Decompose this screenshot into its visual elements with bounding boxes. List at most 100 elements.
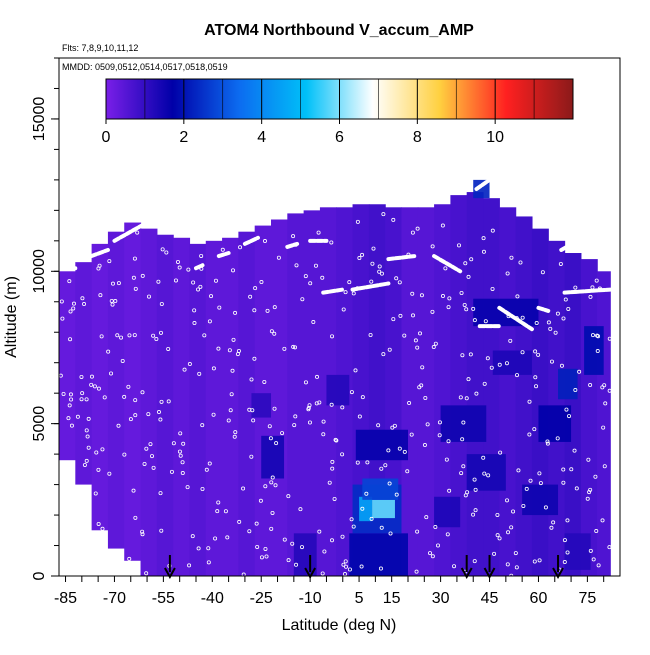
sample-dot (538, 481, 543, 486)
sample-dot (177, 265, 182, 270)
heatmap-patch (466, 454, 506, 491)
sample-dot (89, 374, 94, 379)
sample-dot (177, 449, 182, 454)
sample-dot (534, 384, 539, 389)
sample-dot (110, 281, 115, 286)
sample-dot (79, 397, 84, 402)
sample-dot (292, 423, 297, 428)
sample-dot (158, 417, 163, 422)
sample-dot (497, 536, 502, 541)
sample-dot (120, 358, 125, 363)
sample-dot (175, 259, 180, 264)
sample-dot (89, 382, 94, 387)
sample-dot (509, 255, 514, 260)
heatmap-column (205, 240, 223, 576)
heatmap-patch (362, 478, 399, 500)
sample-dot (158, 491, 163, 496)
flight-track-layer (59, 177, 613, 332)
sample-dot (460, 353, 465, 358)
sample-dot (146, 294, 151, 299)
sample-dot (334, 438, 339, 443)
sample-dot (433, 341, 438, 346)
sample-dot (548, 326, 553, 331)
sample-dot (555, 311, 560, 316)
x-tick-label: -40 (201, 590, 224, 607)
sample-dot (347, 567, 352, 572)
heatmap-column (124, 222, 142, 561)
sample-dot (379, 271, 384, 276)
sample-dot (68, 309, 73, 314)
sample-dot (154, 337, 159, 342)
sample-dot (251, 418, 256, 423)
sample-dot (546, 320, 551, 325)
heatmap-patch (522, 484, 559, 516)
sample-dot (307, 420, 312, 425)
flight-track-segment (474, 177, 492, 192)
sample-dot (187, 362, 192, 367)
arrow-head-icon (164, 567, 176, 580)
sample-dot (280, 431, 285, 436)
sample-dot (387, 481, 392, 486)
sample-dot (481, 455, 486, 460)
sample-dot (156, 410, 161, 415)
heatmap-column (564, 253, 582, 576)
sample-dot (187, 563, 192, 568)
sample-dot (364, 491, 369, 496)
sample-dot (140, 390, 145, 395)
sample-dot (569, 467, 574, 472)
sample-dot (463, 493, 468, 498)
sample-dot (133, 413, 138, 418)
sample-dot (291, 344, 296, 349)
sample-dot (513, 551, 518, 556)
sample-dot (192, 308, 197, 313)
sample-dot (206, 560, 211, 565)
sample-dot (597, 286, 602, 291)
sample-dot (472, 477, 477, 482)
sample-dot (75, 414, 80, 419)
sample-dot (217, 305, 222, 310)
sample-dot (585, 496, 590, 501)
y-axis: 0 5000 10000 15000 (31, 57, 59, 580)
heatmap-column (173, 237, 191, 576)
sample-dot (158, 330, 163, 335)
sample-dot (415, 529, 420, 534)
sample-dot (268, 436, 273, 441)
sample-dot (99, 334, 104, 339)
sample-dot (133, 286, 138, 291)
heatmap-column (107, 231, 125, 549)
sample-dot (481, 249, 486, 254)
sample-dot (68, 337, 73, 342)
sample-dot (437, 433, 442, 438)
sample-dot (495, 512, 500, 517)
heatmap-column (271, 219, 288, 576)
sample-dot (315, 374, 320, 379)
sample-dot (528, 478, 533, 483)
flight-track-segment (216, 251, 231, 259)
sample-dot (607, 388, 612, 393)
arrow-head-icon (304, 567, 317, 580)
sample-dot (573, 388, 578, 393)
sample-dot (181, 441, 186, 446)
chart-title: ATOM4 Northbound V_accum_AMP (204, 22, 474, 39)
sample-dot (392, 423, 397, 428)
sample-dot (82, 462, 87, 467)
heatmap-patch (558, 368, 578, 400)
sample-dot (80, 391, 85, 396)
sample-dot (369, 279, 374, 284)
sample-dot (521, 503, 526, 508)
flight-track-segment (285, 241, 300, 249)
sample-dot (330, 466, 335, 471)
sample-dot (415, 226, 420, 231)
y-tick-label: 10000 (31, 249, 48, 294)
sample-dot (407, 401, 412, 406)
sample-dot (433, 525, 438, 530)
sample-dot (263, 484, 268, 489)
sample-dot (202, 333, 207, 338)
heatmap-column (434, 204, 451, 576)
sample-dot (409, 432, 414, 437)
x-tick-label: -10 (299, 590, 322, 607)
sample-dot (565, 518, 570, 523)
heatmap-column (499, 207, 517, 576)
sample-dot (505, 562, 510, 567)
sample-dot (483, 319, 488, 324)
